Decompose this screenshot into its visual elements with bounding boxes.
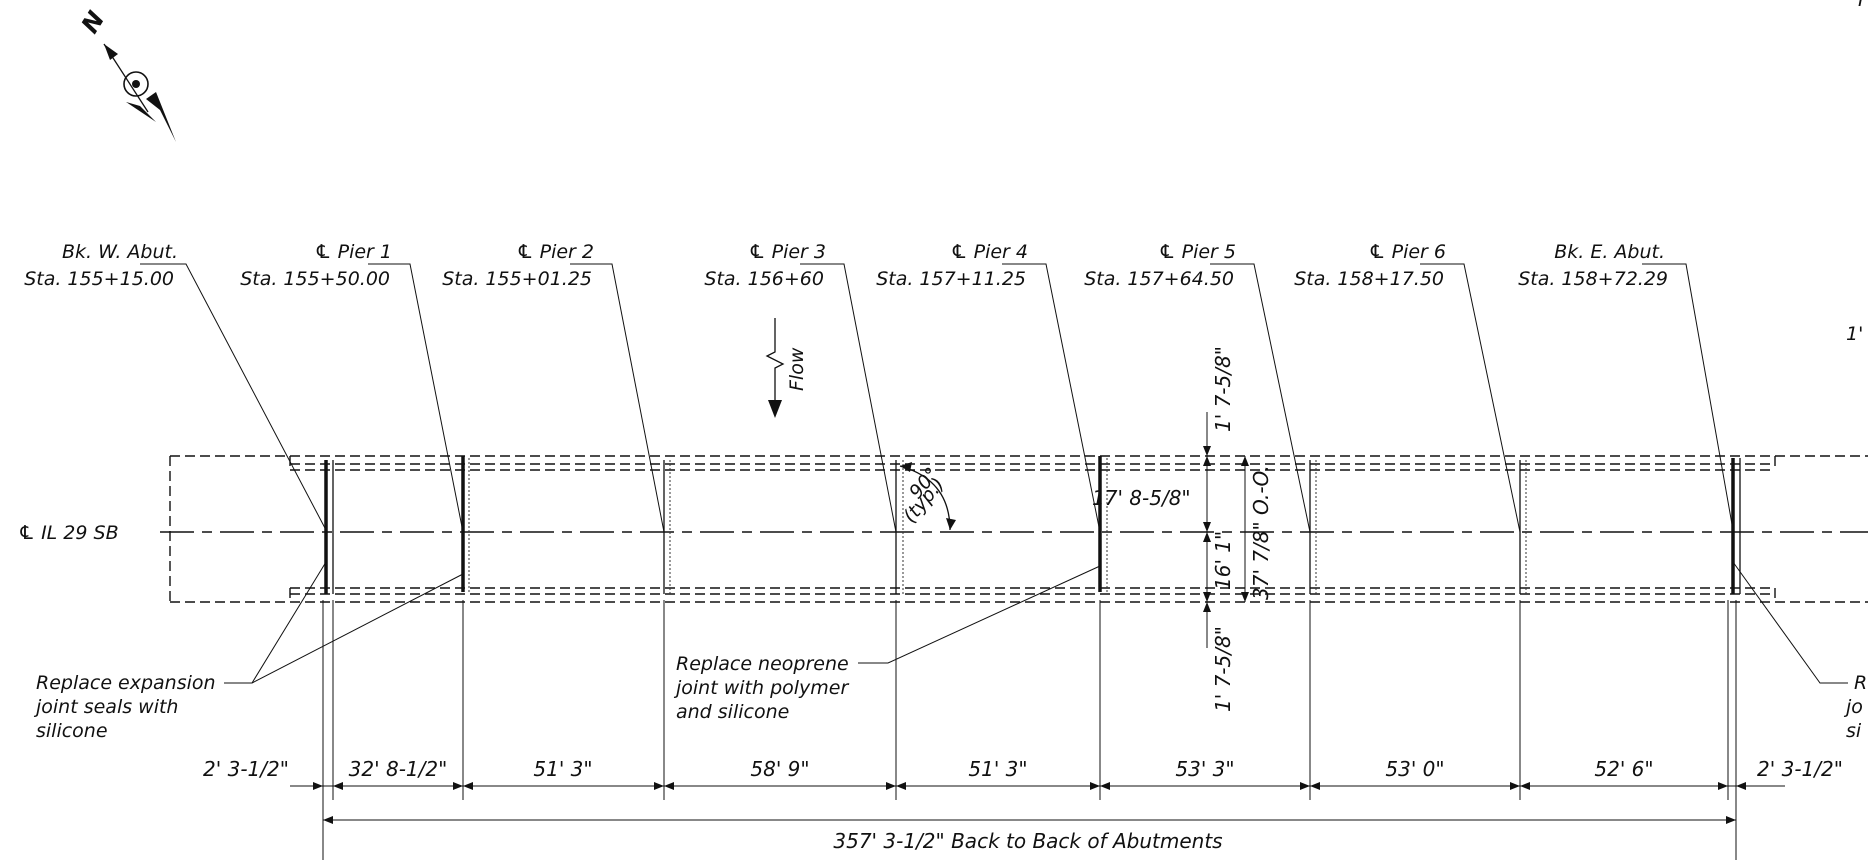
support-label-pier-3: ℄ Pier 3 Sta. 156+60 <box>704 241 897 533</box>
overall-dimension-label: 357' 3-1/2" Back to Back of Abutments <box>833 829 1222 853</box>
svg-text:Sta. 158+72.29: Sta. 158+72.29 <box>1518 268 1668 290</box>
flow-arrow-icon: Flow <box>765 318 808 418</box>
svg-text:℄ Pier 6: ℄ Pier 6 <box>1369 241 1446 263</box>
svg-text:℄ Pier 1: ℄ Pier 1 <box>315 241 392 263</box>
north-arrow-label: N <box>76 6 110 38</box>
svg-text:si: si <box>1846 720 1862 742</box>
svg-text:Replace expansion: Replace expansion <box>36 672 216 694</box>
svg-text:Sta. 157+11.25: Sta. 157+11.25 <box>876 268 1026 290</box>
edge-fragment-right: 1' <box>1846 323 1863 345</box>
svg-text:Bk. E. Abut.: Bk. E. Abut. <box>1554 241 1665 263</box>
span-dim-6: 53' 3" <box>1175 757 1234 781</box>
span-dim-3: 51' 3" <box>533 757 592 781</box>
svg-text:17' 8-5/8": 17' 8-5/8" <box>1092 486 1191 510</box>
span-dim-5: 51' 3" <box>968 757 1027 781</box>
span-dim-9: 2' 3-1/2" <box>1757 757 1843 781</box>
svg-text:joint seals with: joint seals with <box>33 696 178 718</box>
support-lines <box>324 456 1741 594</box>
svg-text:Sta. 158+17.50: Sta. 158+17.50 <box>1294 268 1444 290</box>
support-label-pier-5: ℄ Pier 5 Sta. 157+64.50 <box>1084 241 1311 533</box>
svg-text:silicone: silicone <box>36 720 108 742</box>
span-dim-1: 2' 3-1/2" <box>203 757 289 781</box>
svg-text:Bk. W. Abut.: Bk. W. Abut. <box>62 241 178 263</box>
edge-fragment-top-right: I <box>1858 0 1864 11</box>
svg-text:joint with polymer: joint with polymer <box>673 677 849 699</box>
svg-text:℄ Pier 3: ℄ Pier 3 <box>749 241 826 263</box>
support-label-pier-4: ℄ Pier 4 Sta. 157+11.25 <box>876 241 1101 533</box>
svg-text:Sta. 155+01.25: Sta. 155+01.25 <box>442 268 592 290</box>
svg-text:Replace neoprene: Replace neoprene <box>676 653 849 675</box>
span-dim-7: 53' 0" <box>1385 757 1444 781</box>
centerline-label: ℄ IL 29 SB <box>18 522 119 544</box>
span-dimension-line <box>290 782 1785 790</box>
support-label-pier-1: ℄ Pier 1 Sta. 155+50.00 <box>240 241 464 533</box>
support-label-pier-6: ℄ Pier 6 Sta. 158+17.50 <box>1294 241 1521 533</box>
width-dimensions: 1' 7-5/8" 17' 8-5/8" 16' 1" 37' 7/8" O.-… <box>1092 346 1273 712</box>
note-neoprene: Replace neoprene joint with polymer and … <box>673 565 1101 723</box>
svg-text:℄ Pier 4: ℄ Pier 4 <box>951 241 1028 263</box>
svg-text:1' 7-5/8": 1' 7-5/8" <box>1211 346 1235 432</box>
svg-text:R: R <box>1854 672 1867 694</box>
svg-text:℄ Pier 5: ℄ Pier 5 <box>1159 241 1236 263</box>
note-expansion-west: Replace expansion joint seals with silic… <box>33 561 464 742</box>
span-dim-4: 58' 9" <box>750 757 809 781</box>
svg-text:℄ Pier 2: ℄ Pier 2 <box>517 241 594 263</box>
svg-text:Sta. 157+64.50: Sta. 157+64.50 <box>1084 268 1234 290</box>
skew-angle-annotation: 90° (typ.) <box>899 462 956 531</box>
svg-text:16' 1": 16' 1" <box>1211 531 1235 590</box>
svg-text:jo: jo <box>1843 696 1863 718</box>
svg-text:Sta. 156+60: Sta. 156+60 <box>704 268 824 290</box>
flow-label: Flow <box>786 347 808 391</box>
span-dim-2: 32' 8-1/2" <box>349 757 448 781</box>
support-label-pier-2: ℄ Pier 2 Sta. 155+01.25 <box>442 241 665 533</box>
deck-outline <box>169 455 1868 603</box>
support-label-bk-w-abut: Bk. W. Abut. Sta. 155+15.00 <box>24 241 327 531</box>
svg-text:Sta. 155+50.00: Sta. 155+50.00 <box>240 268 390 290</box>
svg-text:37' 7/8" O.-O.: 37' 7/8" O.-O. <box>1249 465 1273 600</box>
svg-text:Sta. 155+15.00: Sta. 155+15.00 <box>24 268 174 290</box>
overall-dimension: 357' 3-1/2" Back to Back of Abutments <box>323 816 1736 853</box>
span-dim-8: 52' 6" <box>1594 757 1653 781</box>
north-arrow-icon: N <box>76 6 176 142</box>
svg-text:and silicone: and silicone <box>676 701 789 723</box>
span-dimension-labels: 2' 3-1/2" 32' 8-1/2" 51' 3" 58' 9" 51' 3… <box>203 757 1843 781</box>
support-label-bk-e-abut: Bk. E. Abut. Sta. 158+72.29 <box>1518 241 1734 531</box>
dimension-extension-lines <box>322 600 1737 860</box>
note-expansion-east: R jo si <box>1732 561 1867 742</box>
svg-text:1' 7-5/8": 1' 7-5/8" <box>1211 626 1235 712</box>
